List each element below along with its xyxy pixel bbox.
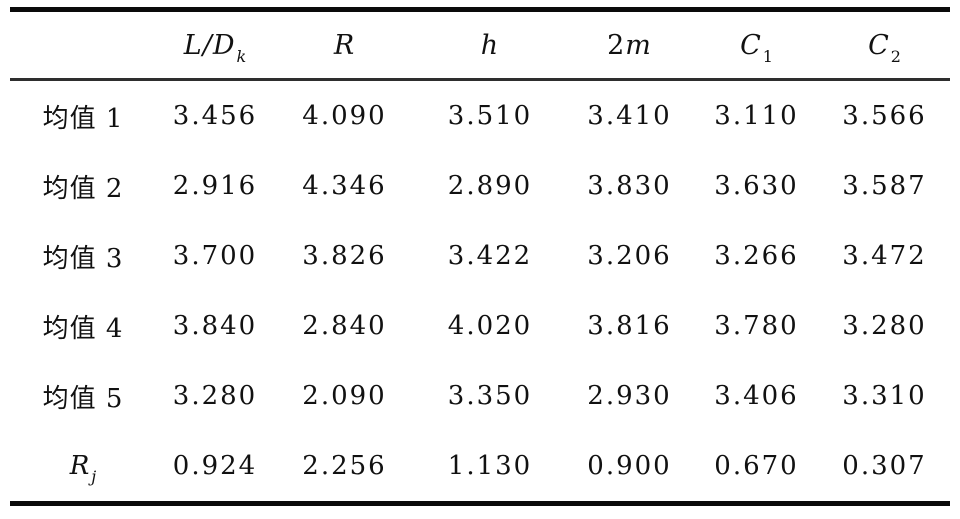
value-cell: 2.090 bbox=[302, 381, 387, 411]
value-cell: 2.890 bbox=[447, 171, 533, 201]
corner-cell bbox=[10, 9, 156, 81]
table-row: 均值 5 3.280 2.090 3.350 2.930 3.406 3.310 bbox=[10, 361, 950, 431]
math-symbol: R bbox=[69, 451, 91, 481]
value-cell: 3.310 bbox=[842, 381, 927, 411]
row-label: 均值 1 bbox=[10, 80, 156, 152]
math-subscript: k bbox=[236, 46, 248, 66]
value-cell: 3.206 bbox=[587, 241, 672, 271]
value-cell: 3.566 bbox=[842, 101, 927, 131]
label-text: 均值 4 bbox=[42, 313, 124, 344]
column-header: L/Dk bbox=[156, 9, 274, 81]
value-cell: 3.350 bbox=[447, 381, 533, 411]
value-cell: 3.410 bbox=[587, 101, 672, 131]
table-row: 均值 3 3.700 3.826 3.422 3.206 3.266 3.472 bbox=[10, 221, 950, 291]
table-row: 均值 2 2.916 4.346 2.890 3.830 3.630 3.587 bbox=[10, 151, 950, 221]
math-subscript: 2 bbox=[890, 46, 902, 66]
value-cell: 2.916 bbox=[172, 171, 258, 201]
math-symbol: C bbox=[740, 29, 762, 61]
value-cell: 3.456 bbox=[172, 101, 258, 131]
column-header: h bbox=[415, 9, 565, 81]
label-text: 均值 3 bbox=[42, 243, 124, 274]
row-label: 均值 4 bbox=[10, 291, 156, 361]
column-header: C1 bbox=[694, 9, 819, 81]
value-cell: 3.406 bbox=[714, 381, 799, 411]
value-cell: 3.266 bbox=[714, 241, 799, 271]
value-cell: 1.130 bbox=[447, 451, 533, 481]
math-symbol: C bbox=[868, 29, 890, 61]
math-symbol: m bbox=[625, 29, 652, 61]
value-cell: 3.422 bbox=[447, 241, 533, 271]
value-cell: 3.830 bbox=[587, 171, 672, 201]
math-subscript: j bbox=[91, 467, 98, 487]
table-body: 均值 1 3.456 4.090 3.510 3.410 3.110 3.566 均值 2 2.… bbox=[10, 80, 950, 504]
value-cell: 3.700 bbox=[172, 241, 258, 271]
value-cell: 3.826 bbox=[302, 241, 387, 271]
column-header: R bbox=[274, 9, 415, 81]
label-text: 2 bbox=[607, 29, 626, 61]
value-cell: 3.472 bbox=[842, 241, 927, 271]
label-text: 均值 1 bbox=[42, 103, 124, 134]
value-cell: 3.780 bbox=[714, 311, 799, 341]
value-cell: 4.020 bbox=[447, 311, 533, 341]
value-cell: 3.587 bbox=[842, 171, 927, 201]
label-text: 均值 5 bbox=[42, 383, 124, 414]
math-symbol: h bbox=[480, 29, 500, 61]
value-cell: 3.110 bbox=[714, 101, 799, 131]
value-cell: 4.346 bbox=[302, 171, 387, 201]
row-label: 均值 2 bbox=[10, 151, 156, 221]
row-label: 均值 3 bbox=[10, 221, 156, 291]
math-subscript: 1 bbox=[762, 46, 774, 66]
table-row: 均值 1 3.456 4.090 3.510 3.410 3.110 3.566 bbox=[10, 80, 950, 152]
value-cell: 0.924 bbox=[172, 451, 258, 481]
value-cell: 2.256 bbox=[302, 451, 387, 481]
value-cell: 3.510 bbox=[447, 101, 533, 131]
value-cell: 2.840 bbox=[302, 311, 387, 341]
column-header: 2m bbox=[565, 9, 694, 81]
value-cell: 3.840 bbox=[172, 311, 258, 341]
table-row: 均值 4 3.840 2.840 4.020 3.816 3.780 3.280 bbox=[10, 291, 950, 361]
label-text: 均值 2 bbox=[42, 173, 124, 204]
value-cell: 3.280 bbox=[172, 381, 258, 411]
math-symbol: L/D bbox=[183, 29, 236, 61]
math-symbol: R bbox=[333, 29, 356, 61]
value-cell: 2.930 bbox=[587, 381, 672, 411]
table-row: Rj 0.924 2.256 1.130 0.900 0.670 0.307 bbox=[10, 431, 950, 504]
value-cell: 4.090 bbox=[302, 101, 387, 131]
value-cell: 0.900 bbox=[587, 451, 672, 481]
value-cell: 3.630 bbox=[714, 171, 799, 201]
value-cell: 3.816 bbox=[587, 311, 672, 341]
row-label: 均值 5 bbox=[10, 361, 156, 431]
row-label: Rj bbox=[10, 431, 156, 504]
value-cell: 0.670 bbox=[714, 451, 799, 481]
column-header: C2 bbox=[819, 9, 950, 81]
value-cell: 0.307 bbox=[842, 451, 927, 481]
value-cell: 3.280 bbox=[842, 311, 927, 341]
